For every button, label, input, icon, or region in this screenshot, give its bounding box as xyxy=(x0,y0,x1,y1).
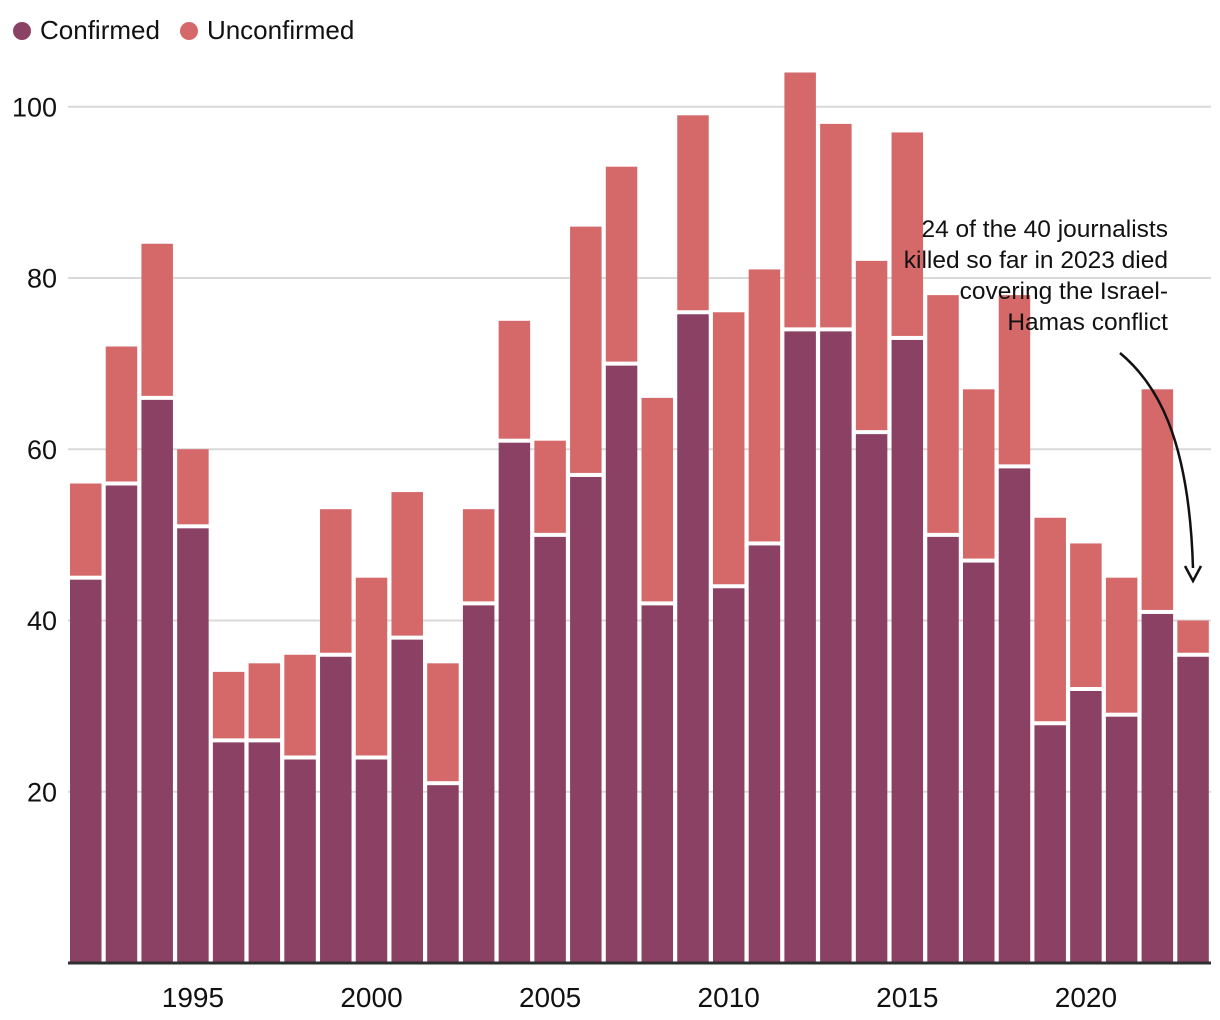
bar-1993-confirmed[interactable] xyxy=(105,485,138,964)
bar-2011-unconfirmed[interactable] xyxy=(748,269,781,542)
bar-2005-confirmed[interactable] xyxy=(534,536,566,963)
legend: Confirmed Unconfirmed xyxy=(13,17,354,45)
bar-1997-confirmed[interactable] xyxy=(248,742,281,963)
bar-2003-confirmed[interactable] xyxy=(462,605,495,963)
x-axis-label-2020: 2020 xyxy=(1055,982,1117,1013)
bar-2000-confirmed[interactable] xyxy=(355,759,388,964)
bar-2013-confirmed[interactable] xyxy=(820,331,852,963)
bar-2009-unconfirmed[interactable] xyxy=(677,115,709,311)
y-axis-label-20: 20 xyxy=(27,777,57,807)
bar-2021-confirmed[interactable] xyxy=(1105,716,1138,963)
bar-1996-confirmed[interactable] xyxy=(212,742,245,963)
bar-2001-confirmed[interactable] xyxy=(391,639,423,963)
bar-1992-unconfirmed[interactable] xyxy=(70,483,102,576)
bar-2006-confirmed[interactable] xyxy=(570,476,602,963)
bar-2021-unconfirmed[interactable] xyxy=(1105,577,1138,713)
bar-2010-unconfirmed[interactable] xyxy=(712,312,745,585)
annotation-arrow xyxy=(1119,352,1195,569)
bar-2018-unconfirmed[interactable] xyxy=(998,295,1031,465)
bar-1995-unconfirmed[interactable] xyxy=(177,449,209,525)
unconfirmed-dot-icon xyxy=(179,22,198,40)
bar-2018-confirmed[interactable] xyxy=(998,468,1031,963)
bar-2009-confirmed[interactable] xyxy=(677,314,709,963)
bar-1992-confirmed[interactable] xyxy=(70,579,102,963)
bar-2017-unconfirmed[interactable] xyxy=(963,389,995,559)
bar-2000-unconfirmed[interactable] xyxy=(355,577,388,756)
annotation-line-4: Hamas conflict xyxy=(1007,309,1168,336)
bar-2010-confirmed[interactable] xyxy=(712,588,745,963)
bar-2004-unconfirmed[interactable] xyxy=(498,320,531,439)
bar-1999-confirmed[interactable] xyxy=(320,656,352,963)
bar-2023-unconfirmed[interactable] xyxy=(1177,620,1209,653)
bar-2022-unconfirmed[interactable] xyxy=(1141,389,1174,610)
bar-1998-unconfirmed[interactable] xyxy=(284,654,316,756)
x-axis-label-2005: 2005 xyxy=(519,982,581,1013)
legend-item-unconfirmed: Unconfirmed xyxy=(179,15,355,45)
bar-2014-unconfirmed[interactable] xyxy=(855,260,888,431)
x-axis-label-1995: 1995 xyxy=(162,982,224,1013)
bar-1997-unconfirmed[interactable] xyxy=(248,663,281,739)
legend-label-confirmed: Confirmed xyxy=(40,15,160,45)
bar-2011-confirmed[interactable] xyxy=(748,545,781,963)
bar-2020-unconfirmed[interactable] xyxy=(1070,543,1102,687)
bar-1994-confirmed[interactable] xyxy=(141,399,173,963)
annotation-line-2: killed so far in 2023 died xyxy=(904,247,1168,274)
bar-2017-confirmed[interactable] xyxy=(963,562,995,963)
bar-2005-unconfirmed[interactable] xyxy=(534,440,566,533)
bar-1996-unconfirmed[interactable] xyxy=(212,671,245,739)
bar-2001-unconfirmed[interactable] xyxy=(391,492,423,636)
x-axis-label-2000: 2000 xyxy=(340,982,402,1013)
x-axis-label-2010: 2010 xyxy=(698,982,760,1013)
bar-2022-confirmed[interactable] xyxy=(1141,613,1174,963)
bar-2002-unconfirmed[interactable] xyxy=(427,663,459,782)
bar-2012-unconfirmed[interactable] xyxy=(784,72,816,328)
y-axis-label-60: 60 xyxy=(27,435,57,465)
bar-2016-unconfirmed[interactable] xyxy=(927,295,959,533)
y-axis-label-80: 80 xyxy=(27,264,57,294)
y-axis-label-100: 100 xyxy=(12,92,57,122)
bar-2004-confirmed[interactable] xyxy=(498,442,531,963)
bar-2020-confirmed[interactable] xyxy=(1070,691,1102,963)
bar-2012-confirmed[interactable] xyxy=(784,331,816,963)
annotation-arrowhead-icon xyxy=(1183,565,1203,584)
bar-1995-confirmed[interactable] xyxy=(177,528,209,963)
bar-2002-confirmed[interactable] xyxy=(427,785,459,963)
bar-2019-confirmed[interactable] xyxy=(1034,725,1066,963)
bar-2015-confirmed[interactable] xyxy=(891,339,924,963)
bar-1993-unconfirmed[interactable] xyxy=(105,346,138,482)
legend-label-unconfirmed: Unconfirmed xyxy=(206,15,355,45)
bar-2008-confirmed[interactable] xyxy=(641,605,674,963)
bar-2023-confirmed[interactable] xyxy=(1177,656,1209,963)
bar-1999-unconfirmed[interactable] xyxy=(320,509,352,653)
bar-2019-unconfirmed[interactable] xyxy=(1034,517,1066,722)
x-axis-label-2015: 2015 xyxy=(876,982,938,1013)
bar-1998-confirmed[interactable] xyxy=(284,759,316,964)
legend-item-confirmed: Confirmed xyxy=(13,17,160,45)
bar-2015-unconfirmed[interactable] xyxy=(891,132,924,336)
bar-2014-confirmed[interactable] xyxy=(855,434,888,963)
confirmed-dot-icon xyxy=(13,22,31,40)
bar-2007-confirmed[interactable] xyxy=(605,365,638,963)
annotation-line-1: 24 of the 40 journalists xyxy=(921,216,1168,243)
bar-2016-confirmed[interactable] xyxy=(927,536,959,963)
bar-2008-unconfirmed[interactable] xyxy=(641,397,674,602)
bar-2006-unconfirmed[interactable] xyxy=(570,226,602,473)
bar-1994-unconfirmed[interactable] xyxy=(141,243,173,396)
annotation-line-3: covering the Israel- xyxy=(960,278,1168,305)
y-axis-label-40: 40 xyxy=(27,606,57,636)
bar-2007-unconfirmed[interactable] xyxy=(605,166,638,362)
bar-2003-unconfirmed[interactable] xyxy=(462,509,495,602)
bar-2013-unconfirmed[interactable] xyxy=(820,123,852,328)
